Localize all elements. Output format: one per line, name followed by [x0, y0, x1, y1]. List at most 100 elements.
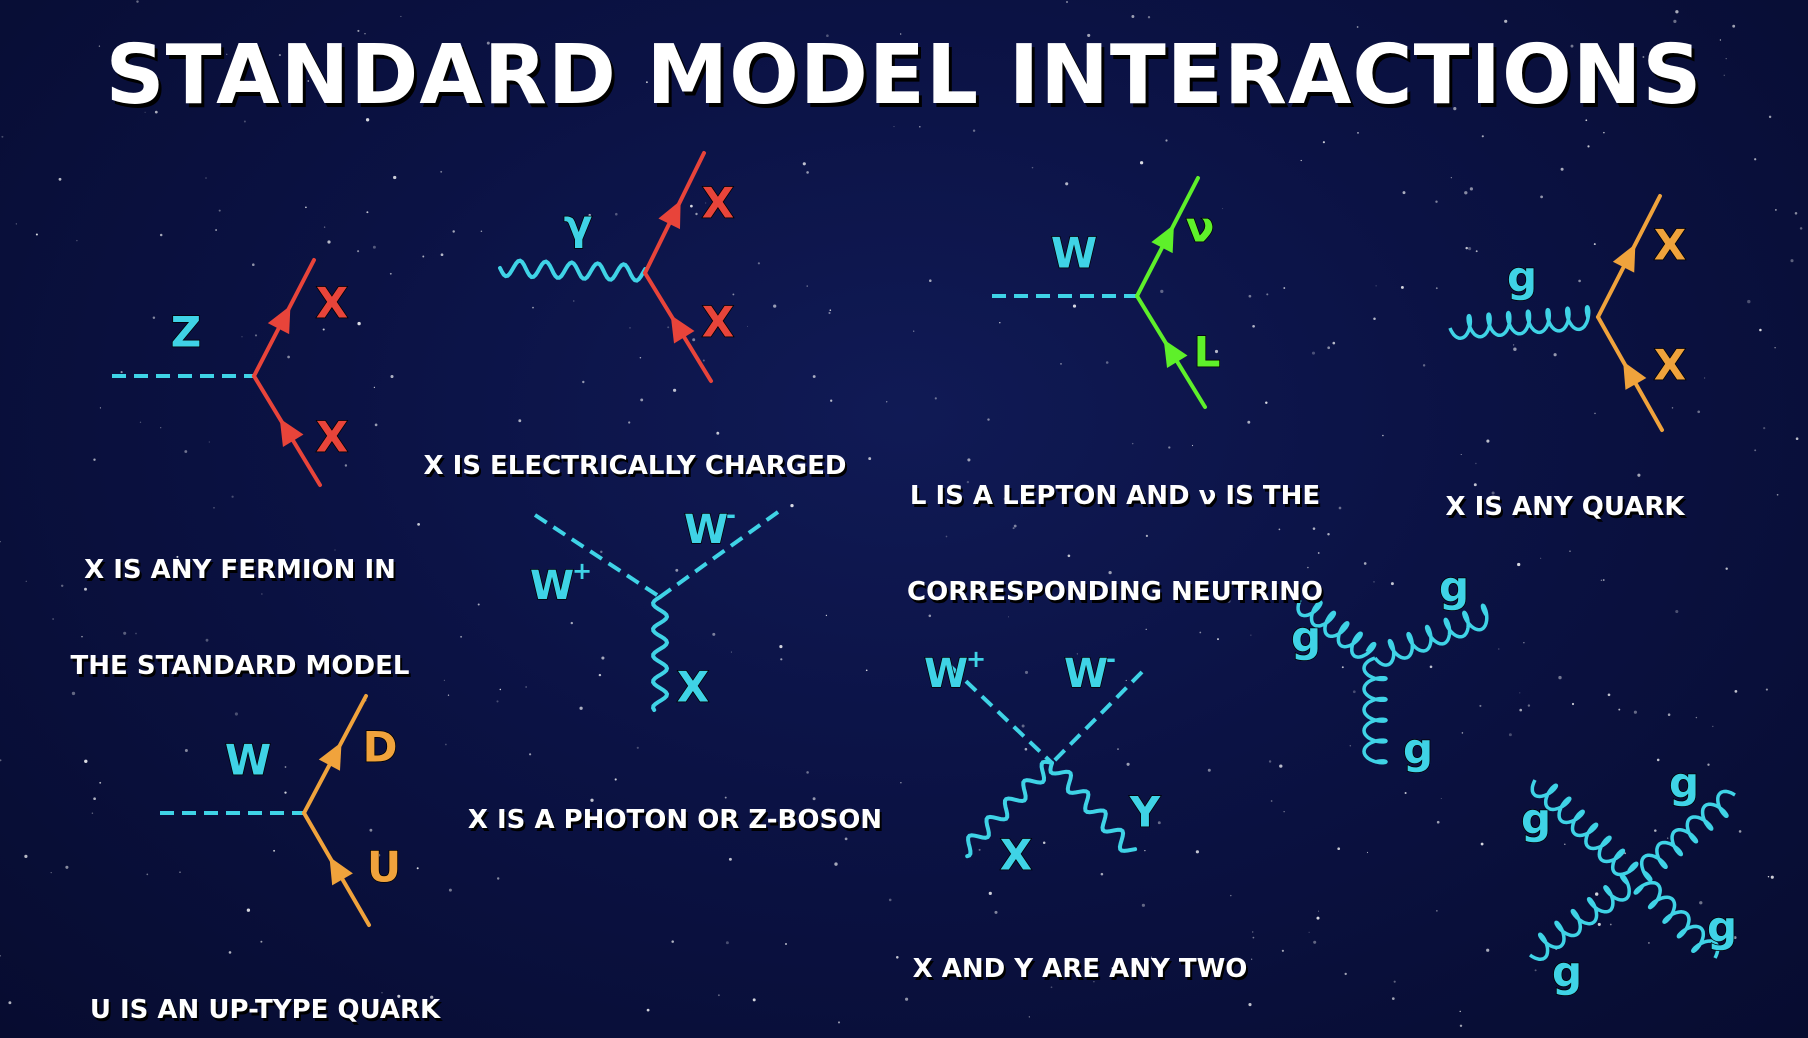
star — [1571, 702, 1575, 706]
star — [1126, 762, 1130, 766]
star — [728, 857, 732, 861]
star — [1147, 16, 1151, 19]
star — [1251, 958, 1253, 960]
star — [1776, 493, 1779, 496]
star — [716, 431, 720, 435]
star — [1794, 212, 1798, 215]
x-label-top: X — [702, 179, 734, 228]
w-plus-label-sign: + — [966, 645, 986, 673]
star — [1699, 901, 1703, 905]
star — [1145, 534, 1149, 538]
star — [1578, 279, 1581, 283]
star — [732, 293, 735, 296]
star — [99, 781, 102, 784]
star — [496, 700, 499, 703]
caption-ww-x: X IS A PHOTON OR Z-BOSON — [440, 740, 910, 900]
star — [1076, 653, 1078, 655]
star — [176, 555, 179, 558]
star — [1200, 958, 1203, 961]
star — [1770, 875, 1774, 879]
star — [91, 812, 94, 815]
star — [1523, 642, 1525, 644]
star — [1637, 473, 1641, 477]
star — [1675, 609, 1679, 614]
star — [417, 523, 420, 526]
star — [598, 673, 602, 677]
star — [1569, 550, 1571, 552]
star — [865, 669, 868, 672]
star — [1024, 670, 1029, 674]
z-label: Z — [171, 308, 201, 357]
star — [590, 798, 594, 802]
star — [1199, 631, 1202, 634]
x-label: X — [1000, 831, 1032, 880]
gluon-line-top-right — [1639, 789, 1736, 882]
star — [1366, 851, 1369, 854]
star — [972, 129, 976, 132]
star — [1375, 285, 1377, 287]
star — [81, 635, 83, 638]
star — [1504, 19, 1508, 23]
star — [1768, 115, 1772, 119]
caption-wwxy: X AND Y ARE ANY TWO ELECTROWEAK BOSONS S… — [860, 889, 1300, 1038]
star — [929, 279, 932, 282]
star — [1707, 763, 1710, 766]
star — [220, 92, 222, 94]
d-label: D — [363, 723, 398, 772]
star — [629, 327, 631, 329]
star — [373, 386, 376, 389]
star — [1111, 967, 1115, 970]
caption-line: THE STANDARD MODEL — [70, 651, 410, 681]
star — [50, 871, 52, 874]
star — [1131, 442, 1134, 445]
star — [389, 272, 392, 275]
star — [1165, 139, 1168, 142]
star — [1799, 227, 1803, 230]
caption-line: X IS ANY QUARK — [1445, 492, 1685, 522]
star — [1603, 131, 1605, 134]
g-label-top-left: g — [1521, 795, 1551, 844]
star — [443, 679, 446, 682]
star — [98, 45, 101, 47]
star — [447, 694, 450, 696]
star — [1100, 872, 1104, 876]
star — [25, 580, 27, 582]
star — [1317, 910, 1320, 912]
star — [234, 712, 238, 716]
star — [999, 321, 1001, 324]
star — [1312, 527, 1316, 530]
x-boson-line — [965, 759, 1054, 859]
star — [1795, 437, 1799, 441]
star — [712, 632, 716, 636]
star — [1067, 554, 1071, 558]
star — [322, 328, 325, 331]
star — [518, 419, 522, 423]
star — [779, 645, 783, 649]
star — [747, 325, 748, 327]
star — [1459, 1024, 1463, 1028]
star — [1031, 166, 1034, 169]
star — [1338, 101, 1341, 105]
star — [615, 212, 618, 216]
gluon-line-right — [1373, 603, 1489, 667]
caption-gluon-quark: X IS ANY QUARK — [1420, 427, 1710, 587]
star — [1247, 420, 1251, 424]
star — [1214, 349, 1219, 354]
star — [1204, 229, 1206, 231]
star — [499, 688, 502, 691]
star — [84, 587, 87, 591]
star — [205, 638, 209, 642]
star — [1391, 997, 1395, 1000]
x-label-top: X — [316, 279, 348, 328]
star — [1754, 449, 1757, 452]
star — [1316, 916, 1320, 920]
star — [1704, 377, 1706, 379]
star — [934, 397, 937, 400]
star — [218, 209, 221, 212]
w-plus-label: W — [924, 651, 968, 697]
star — [1618, 708, 1621, 711]
star — [1595, 892, 1599, 896]
star — [393, 175, 397, 180]
star — [231, 495, 234, 498]
